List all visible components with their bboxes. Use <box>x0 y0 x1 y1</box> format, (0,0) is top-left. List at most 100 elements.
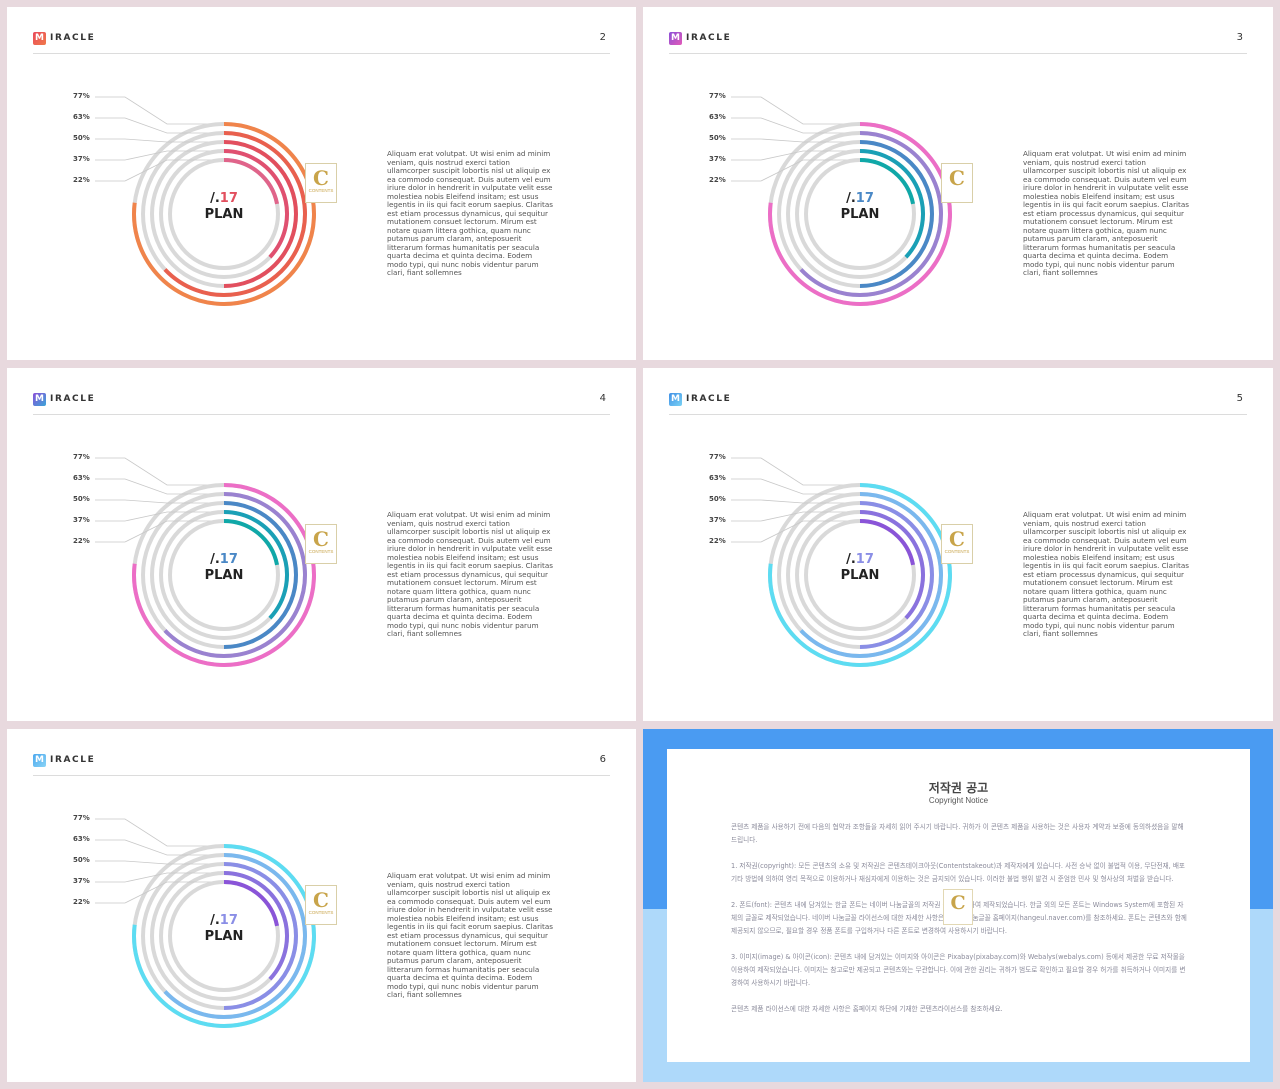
ring-value-arc <box>223 149 289 259</box>
ring-value-arc <box>223 158 280 205</box>
leader-line <box>95 818 224 847</box>
ring-value-arc <box>768 483 952 667</box>
center-number-value: 17 <box>219 191 238 206</box>
center-label: PLAN <box>204 929 244 944</box>
contents-stamp-logo: C <box>943 889 973 925</box>
brand-name: IRACLE <box>686 394 732 404</box>
stamp-letter: C <box>949 166 965 190</box>
ring-percent-label: 77% <box>73 453 90 461</box>
brand-logo-icon: M <box>33 393 46 406</box>
ring-percent-label: 77% <box>709 453 726 461</box>
ring-value-arc <box>132 844 316 1028</box>
ring-value-arc <box>163 131 307 297</box>
center-number: /.17 <box>184 191 264 206</box>
ring-value-arc <box>859 519 916 566</box>
leader-line <box>731 499 860 504</box>
ring-percent-label: 22% <box>73 898 90 906</box>
ring-value-arc <box>859 149 925 259</box>
body-paragraph: Aliquam erat volutpat. Ut wisi enim ad m… <box>1023 510 1190 638</box>
leader-line <box>95 117 224 134</box>
ring-value-arc <box>799 131 943 297</box>
ring-value-arc <box>163 853 307 1019</box>
body-paragraph: Aliquam erat volutpat. Ut wisi enim ad m… <box>387 149 554 277</box>
contents-stamp-logo: C CONTENTS <box>941 524 973 564</box>
brand-logo-icon: M <box>669 393 682 406</box>
ring-percent-label: 50% <box>73 856 90 864</box>
copyright-body: 콘텐츠 제품을 사용하기 전에 다음의 협약과 조항들을 자세히 읽어 주시기 … <box>731 821 1187 1029</box>
center-number: /.17 <box>184 913 264 928</box>
ring-value-arc <box>223 140 298 288</box>
ring-value-arc <box>163 492 307 658</box>
center-label: PLAN <box>840 568 880 583</box>
center-number-prefix: /. <box>846 552 856 567</box>
ring-percent-label: 22% <box>73 176 90 184</box>
center-label: PLAN <box>204 207 244 222</box>
center-number-prefix: /. <box>210 552 220 567</box>
ring-percent-label: 37% <box>709 516 726 524</box>
leader-line <box>731 478 860 495</box>
copyright-item-copyright: 1. 저작권(copyright): 모든 콘텐츠의 소유 및 저작권은 콘텐츠… <box>731 862 1185 883</box>
center-label: PLAN <box>204 568 244 583</box>
stamp-letter: C <box>950 892 966 914</box>
center-number-value: 17 <box>855 191 874 206</box>
ring-value-arc <box>223 519 280 566</box>
header-divider <box>669 414 1247 415</box>
leader-line <box>95 478 224 495</box>
body-paragraph: Aliquam erat volutpat. Ut wisi enim ad m… <box>387 510 554 638</box>
copyright-outro: 콘텐츠 제품 라이선스에 대한 자세한 사항은 홈페이지 하단에 기재한 콘텐츠… <box>731 1005 1003 1013</box>
ring-percent-label: 63% <box>73 113 90 121</box>
copyright-title: 저작권 공고 <box>928 781 989 795</box>
leader-line <box>95 860 224 865</box>
ring-percent-label: 37% <box>73 516 90 524</box>
center-number-value: 17 <box>219 913 238 928</box>
page-number: 5 <box>1236 393 1243 404</box>
body-paragraph: Aliquam erat volutpat. Ut wisi enim ad m… <box>387 871 554 999</box>
ring-value-arc <box>132 122 316 306</box>
brand-name: IRACLE <box>50 33 96 43</box>
ring-percent-label: 50% <box>709 495 726 503</box>
ring-value-arc <box>223 501 298 649</box>
slide-page-6[interactable]: M IRACLE 6 77% 63% 50% 37% 22% /.17 PLAN C CONTENTS… <box>7 729 636 1082</box>
copyright-intro: 콘텐츠 제품을 사용하기 전에 다음의 협약과 조항들을 자세히 읽어 주시기 … <box>731 823 1184 844</box>
ring-value-arc <box>859 510 925 620</box>
page-number: 2 <box>599 32 606 43</box>
slide-copyright-notice[interactable]: 저작권 공고 Copyright Notice 콘텐츠 제품을 사용하기 전에 … <box>643 729 1273 1082</box>
radial-bar-chart <box>731 96 952 306</box>
ring-percent-label: 22% <box>709 537 726 545</box>
ring-value-arc <box>859 501 934 649</box>
ring-value-arc <box>859 140 934 288</box>
stamp-text: CONTENTS <box>308 910 334 915</box>
stamp-text: CONTENTS <box>944 549 970 554</box>
slide-page-2[interactable]: M IRACLE 2 77% 63% 50% 37% 22% /.17 PLAN C CONTENTS… <box>7 7 636 360</box>
center-number-prefix: /. <box>846 191 856 206</box>
leader-line <box>95 457 224 486</box>
leader-line <box>731 457 860 486</box>
slide-page-4[interactable]: M IRACLE 4 77% 63% 50% 37% 22% /.17 PLAN C CONTENTS… <box>7 368 636 721</box>
leader-line <box>95 96 224 125</box>
ring-percent-label: 37% <box>709 155 726 163</box>
center-number-prefix: /. <box>210 913 220 928</box>
brand-logo-icon: M <box>33 32 46 45</box>
center-label: PLAN <box>840 207 880 222</box>
slide-page-3[interactable]: M IRACLE 3 77% 63% 50% 37% 22% /.17 PLAN C Aliquam … <box>643 7 1273 360</box>
leader-line <box>95 138 224 143</box>
leader-line <box>95 511 224 522</box>
center-number: /.17 <box>820 191 900 206</box>
copyright-card: 저작권 공고 Copyright Notice 콘텐츠 제품을 사용하기 전에 … <box>667 749 1250 1062</box>
stamp-letter: C <box>949 527 965 551</box>
copyright-item-image: 3. 이미지(image) & 아이콘(icon): 콘텐츠 내에 담겨있는 이… <box>731 953 1186 987</box>
ring-percent-label: 77% <box>73 92 90 100</box>
ring-value-arc <box>132 483 316 667</box>
radial-bar-chart <box>95 818 316 1028</box>
leader-line <box>731 138 860 143</box>
ring-percent-label: 22% <box>709 176 726 184</box>
leader-line <box>95 839 224 856</box>
leader-line <box>95 150 224 161</box>
slide-page-5[interactable]: M IRACLE 5 77% 63% 50% 37% 22% /.17 PLAN C CONTENTS… <box>643 368 1273 721</box>
brand-name: IRACLE <box>686 33 732 43</box>
leader-line <box>95 159 224 182</box>
ring-percent-label: 63% <box>73 835 90 843</box>
leader-line <box>731 96 860 125</box>
leader-line <box>731 150 860 161</box>
ring-value-arc <box>223 880 280 927</box>
